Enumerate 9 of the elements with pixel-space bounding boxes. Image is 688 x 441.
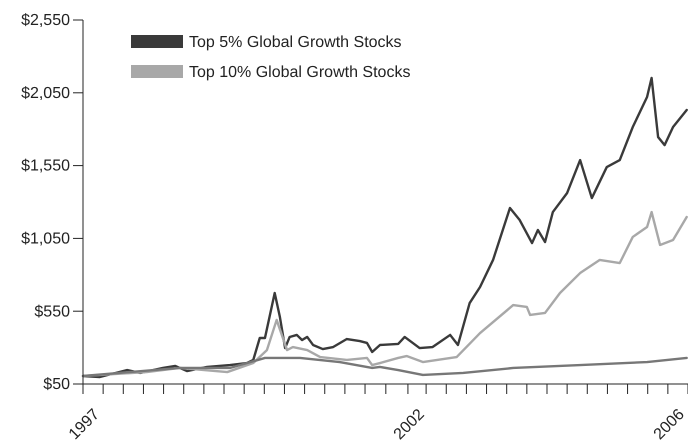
y-tick-label: $50: [43, 376, 70, 394]
legend-label: Top 5% Global Growth Stocks: [189, 34, 402, 51]
line-series: [82, 356, 688, 378]
legend-label: Top 10% Global Growth Stocks: [189, 64, 410, 81]
y-tick-label: $2,550: [21, 12, 70, 30]
y-tick-label: $1,550: [21, 158, 70, 175]
y-tick-label: $1,050: [21, 230, 70, 248]
y-tick-label: $2,050: [21, 84, 70, 102]
y-tick-label: $550: [34, 303, 70, 320]
